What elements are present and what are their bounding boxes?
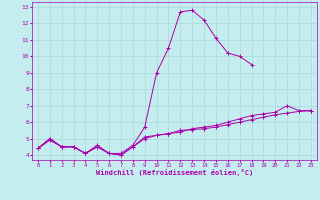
X-axis label: Windchill (Refroidissement éolien,°C): Windchill (Refroidissement éolien,°C)	[96, 169, 253, 176]
